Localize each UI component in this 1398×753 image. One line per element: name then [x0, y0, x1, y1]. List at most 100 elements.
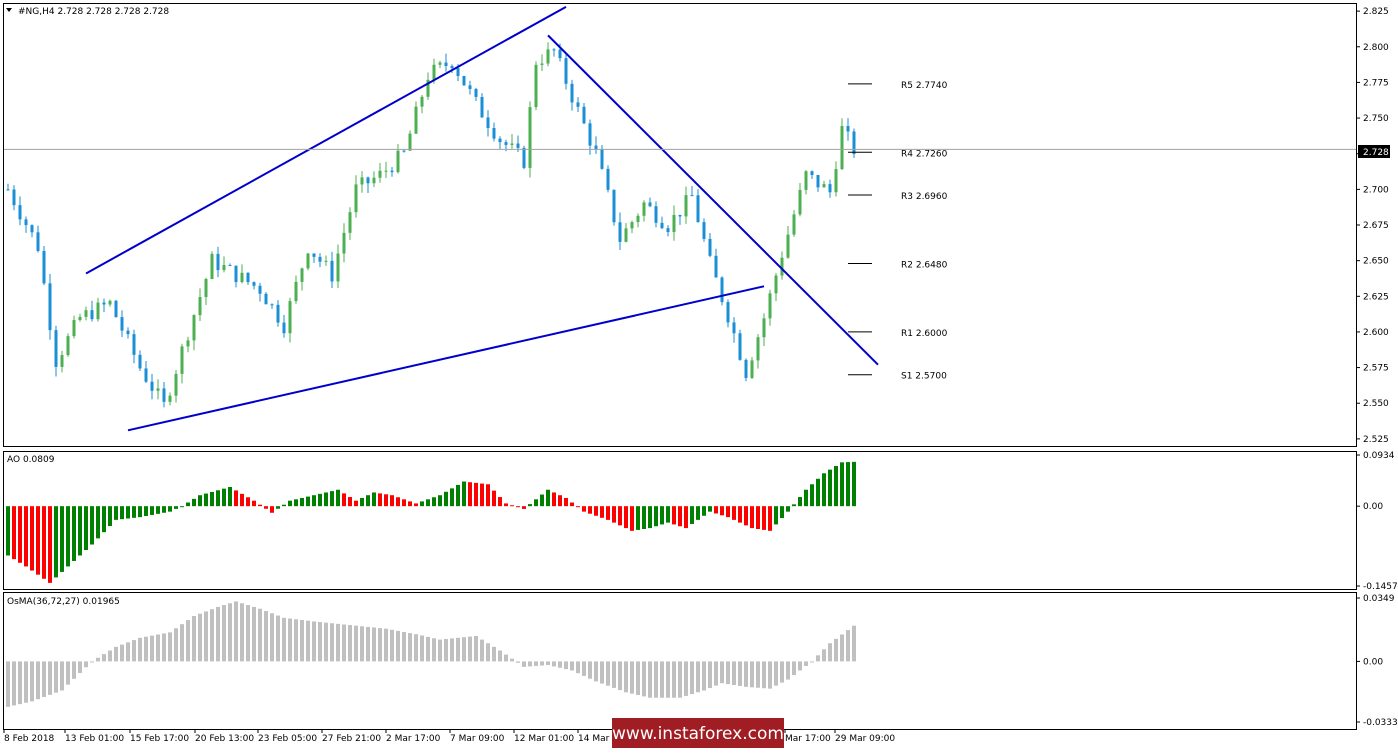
osma-bar [300, 619, 304, 662]
ao-bar [678, 506, 682, 527]
osma-bar [306, 620, 310, 662]
ao-bar [768, 506, 772, 531]
osma-y-tick-label: 0.00 [1363, 657, 1383, 667]
candle-body [450, 66, 454, 69]
candle-body [90, 310, 94, 320]
osma-bar [342, 624, 346, 662]
candle-body [606, 168, 610, 190]
osma-bar [786, 661, 790, 680]
candle-body [546, 49, 550, 64]
ao-bar [600, 506, 604, 518]
candle-body [456, 68, 460, 76]
ao-bar [738, 506, 742, 523]
osma-bar [84, 661, 88, 668]
ao-bar [762, 506, 766, 530]
candle-body [810, 171, 814, 175]
ao-bar [168, 506, 172, 512]
ao-bar [138, 506, 142, 518]
ao-bar [438, 495, 442, 507]
ao-bar [522, 506, 526, 509]
candle-body [192, 315, 196, 341]
ao-bar [606, 506, 610, 520]
candle-body [378, 170, 382, 178]
candle-body [354, 184, 358, 213]
ao-bar [672, 506, 676, 525]
ao-bar [174, 506, 178, 509]
candle-body [798, 189, 802, 215]
osma-bar [48, 661, 52, 695]
candle-body [306, 253, 310, 269]
osma-bar [198, 613, 202, 662]
ao-bar [282, 504, 286, 507]
ao-bar [552, 492, 556, 507]
osma-bar [54, 661, 58, 693]
osma-bar [174, 628, 178, 662]
ao-bar [528, 504, 532, 507]
osma-bar [750, 661, 754, 688]
y-tick-label: 2.675 [1363, 221, 1389, 231]
candle-body [408, 133, 412, 151]
osma-bar [204, 611, 208, 662]
osma-bar [480, 639, 484, 662]
osma-bar [606, 661, 610, 686]
osma-bar [324, 622, 328, 662]
candle-body [786, 234, 790, 258]
dropdown-arrow-icon[interactable] [6, 8, 12, 12]
price-pane[interactable] [3, 3, 1357, 447]
ao-bar [162, 506, 166, 513]
candle-body [480, 96, 484, 118]
ao-bar [312, 495, 316, 507]
ao-bar [798, 497, 802, 507]
ao-bar [414, 503, 418, 507]
osma-bar [12, 661, 16, 706]
ao-bar [540, 494, 544, 507]
osma-bar [828, 643, 832, 662]
ao-bar [618, 506, 622, 526]
osma-bar [420, 635, 424, 662]
x-tick-label: 20 Feb 13:00 [195, 734, 254, 744]
ao-y-tick-label: -0.1457 [1363, 582, 1398, 592]
ao-bar [690, 506, 694, 524]
osma-bar [144, 636, 148, 662]
candle-body [702, 222, 706, 239]
ao-bar [384, 494, 388, 507]
candle-body [42, 250, 46, 284]
ao-bar [558, 495, 562, 507]
candle-body [36, 232, 40, 251]
ao-bar [666, 506, 670, 523]
ao-bar [78, 506, 82, 556]
candle-body [564, 58, 568, 84]
ao-bar [480, 483, 484, 507]
candle-body [276, 304, 280, 323]
ao-bar [840, 462, 844, 507]
ao-bar [210, 491, 214, 507]
candle-body [624, 228, 628, 242]
ao-bar [852, 461, 856, 507]
y-tick-label: 2.700 [1363, 185, 1389, 195]
osma-bar [126, 642, 130, 662]
osma-bar [42, 661, 46, 698]
candle-body [834, 169, 838, 193]
candle-body [474, 88, 478, 97]
ao-bar [708, 506, 712, 512]
x-tick-label: 23 Feb 05:00 [258, 734, 317, 744]
candle-body [552, 49, 556, 51]
osma-bar [18, 661, 22, 705]
ao-bar [408, 501, 412, 507]
candle-body [672, 214, 676, 233]
ao-bar [546, 489, 550, 507]
osma-bar [132, 640, 136, 662]
osma-bar [570, 661, 574, 671]
x-tick-label: 12 Mar 01:00 [514, 734, 574, 744]
candle-body [294, 281, 298, 302]
candle-body [174, 373, 178, 396]
osma-bar [654, 661, 658, 698]
candle-body [726, 302, 730, 323]
osma-bar [30, 661, 34, 702]
osma-bar [810, 661, 814, 663]
osma-bar [72, 661, 76, 679]
osma-bar [768, 661, 772, 689]
candle-body [78, 316, 82, 321]
osma-bar [150, 635, 154, 662]
